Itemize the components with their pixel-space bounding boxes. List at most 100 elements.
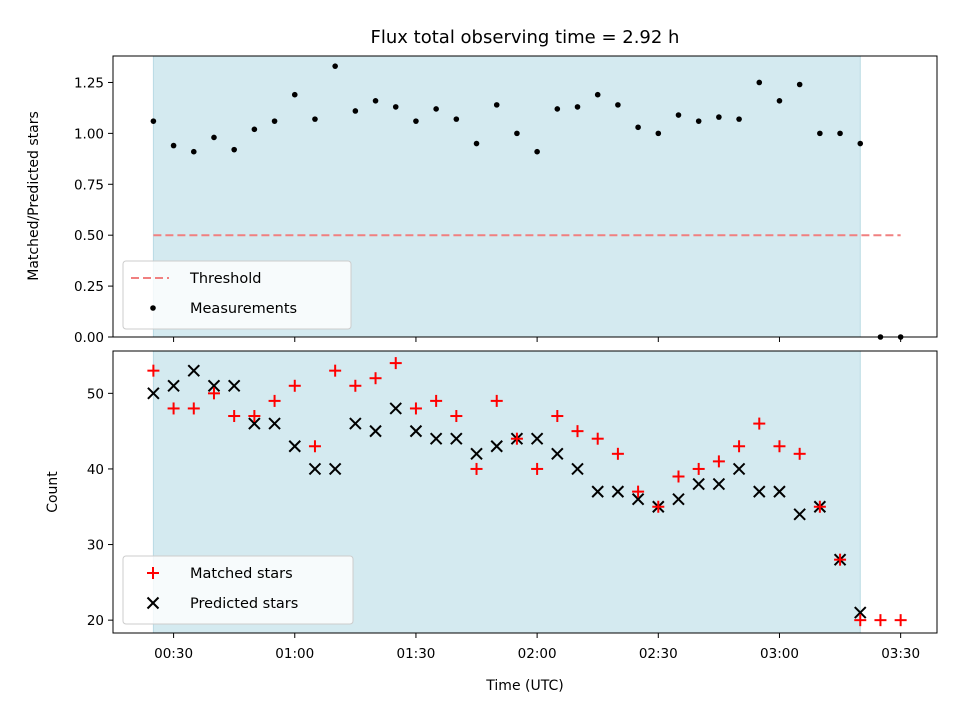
matched-stars-point <box>147 364 160 377</box>
predicted-stars-point-b <box>490 440 503 453</box>
matched-stars-point <box>854 614 867 627</box>
predicted-stars-point <box>470 447 483 461</box>
matched-stars-point <box>712 455 725 468</box>
matched-stars-point <box>753 417 766 430</box>
measurement-point <box>574 104 581 110</box>
measurement-point <box>756 79 763 86</box>
predicted-stars-point-b <box>672 492 685 506</box>
matched-stars-point <box>248 410 261 423</box>
predicted-stars-point-b <box>773 485 786 498</box>
predicted-stars-point-b <box>551 447 564 461</box>
predicted-stars-point <box>308 462 322 476</box>
predicted-stars-point-b <box>328 462 342 476</box>
measurement-point <box>776 97 783 104</box>
top-panel-y-tick-label: 0.50 <box>74 228 104 244</box>
bottom-legend-box <box>122 555 354 625</box>
predicted-stars-point <box>369 424 382 438</box>
measurement-point <box>170 142 177 149</box>
top-legend: Threshold Measurements <box>122 260 352 330</box>
predicted-stars-point-b <box>429 432 443 445</box>
bottom-panel-y-tick-label: 50 <box>87 386 104 402</box>
matched-stars-point <box>611 447 624 460</box>
predicted-stars-point-b <box>854 606 867 619</box>
predicted-stars-point-b <box>450 432 463 445</box>
predicted-stars-point <box>409 424 423 438</box>
bottom-y-axis-label: Count <box>45 471 61 513</box>
measurement-point <box>372 97 379 104</box>
matched-stars-point <box>167 402 180 415</box>
bottom-panel-x-tick-label: 03:30 <box>881 646 920 662</box>
predicted-stars-point <box>429 432 443 445</box>
matched-stars-point <box>329 364 342 377</box>
bottom-panel-x-tick-label: 00:30 <box>154 646 193 662</box>
measurement-point <box>554 106 561 112</box>
predicted-stars-point-b <box>288 440 301 453</box>
top-legend-box <box>122 260 352 330</box>
predicted-stars-point-b <box>248 417 261 430</box>
predicted-stars-point-b <box>409 424 423 438</box>
top-panel-y-tick-label: 0.25 <box>74 279 104 295</box>
bottom-panel-x-tick-label: 03:00 <box>760 646 799 662</box>
measurement-point <box>352 108 359 114</box>
predicted-stars-point <box>268 417 281 430</box>
predicted-stars-point <box>147 387 160 400</box>
legend-matched-swatch <box>147 567 159 579</box>
predicted-stars-point <box>450 432 463 445</box>
measurement-point <box>190 148 197 155</box>
predicted-stars-point-b <box>692 477 705 491</box>
bottom-panel-y-tick-label: 40 <box>87 462 104 478</box>
matched-stars-point <box>490 394 503 407</box>
predicted-stars-point-b <box>369 424 382 438</box>
measurement-point <box>150 118 157 124</box>
matched-stars-point <box>672 470 685 483</box>
predicted-stars-point-b <box>712 477 726 491</box>
matched-stars-point <box>268 394 281 407</box>
predicted-stars-point <box>490 440 503 453</box>
matched-stars-point <box>369 372 382 385</box>
legend-predicted-swatch <box>146 596 160 610</box>
predicted-stars-point <box>207 379 221 392</box>
legend-predicted-swatch-b <box>146 596 160 610</box>
measurement-point <box>796 81 803 88</box>
measurement-point <box>473 140 480 147</box>
measurement-point <box>857 140 864 147</box>
top-panel-y-tick-label: 1.00 <box>74 126 104 142</box>
predicted-stars-point <box>227 379 241 392</box>
chart-title: Flux total observing time = 2.92 h <box>371 27 680 48</box>
bottom-panel-x-tick-label: 02:00 <box>518 646 557 662</box>
matched-stars-point <box>187 402 200 415</box>
predicted-stars-point-b <box>470 447 483 461</box>
matched-stars-point <box>632 485 645 498</box>
bottom-panel-y-tick-label: 30 <box>87 538 104 554</box>
predicted-stars-point-b <box>530 432 544 445</box>
predicted-stars-point-b <box>167 379 180 392</box>
measurement-point <box>211 134 217 141</box>
matched-stars-point <box>692 462 705 475</box>
measurement-point <box>453 116 460 122</box>
matched-stars-point <box>288 379 301 392</box>
bottom-legend-entry-label: Matched stars <box>190 566 293 582</box>
matched-stars-point <box>228 410 241 423</box>
bottom-panel-x-tick-label: 01:00 <box>275 646 314 662</box>
measurement-point <box>291 91 298 98</box>
predicted-stars-point <box>793 508 806 521</box>
measurement-point <box>251 126 258 133</box>
bottom-legend: Matched stars Predicted stars <box>122 555 354 625</box>
predicted-stars-point-b <box>207 379 221 392</box>
measurement-point <box>413 118 419 124</box>
measurement-point <box>534 148 540 155</box>
measurement-point <box>716 114 722 120</box>
predicted-stars-point <box>288 440 301 453</box>
matched-stars-point <box>389 357 402 370</box>
matched-stars-point <box>571 425 584 438</box>
measurement-point <box>514 130 520 137</box>
matched-stars-point <box>349 379 362 392</box>
predicted-stars-point-b <box>611 485 625 498</box>
matched-stars-point <box>773 440 786 453</box>
predicted-stars-point <box>530 432 544 445</box>
predicted-stars-point <box>773 485 786 498</box>
matched-stars-point <box>207 387 220 400</box>
measurement-point <box>433 106 439 112</box>
predicted-stars-point <box>591 485 604 498</box>
